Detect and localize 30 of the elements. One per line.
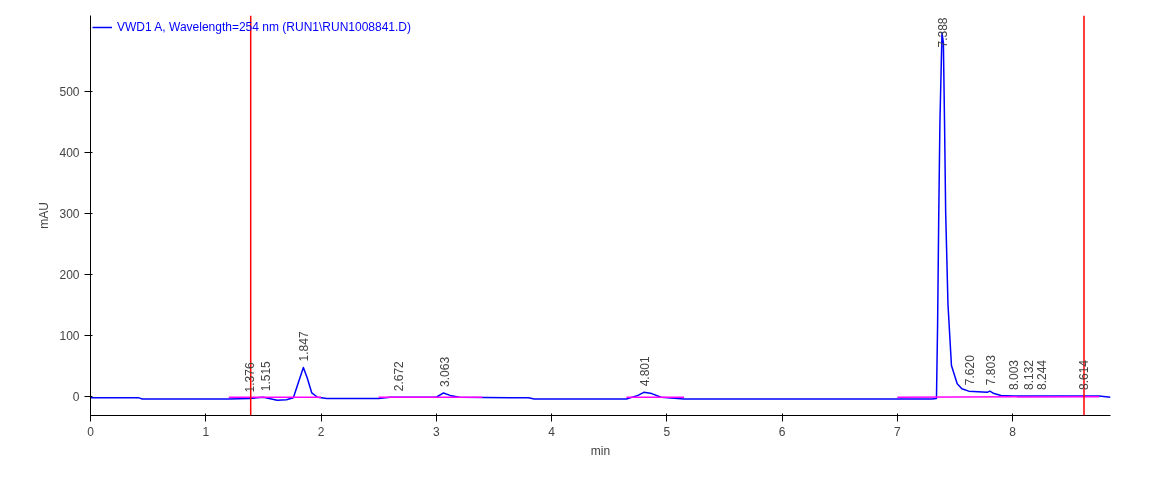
y-axis-title: mAU [37, 202, 52, 229]
x-tick-label: 5 [663, 424, 671, 439]
x-tick-label: 8 [1009, 424, 1017, 439]
y-tick-label: 300 [59, 206, 80, 221]
annotation: 1.376 [243, 362, 258, 393]
y-tick-label: 200 [59, 267, 80, 282]
x-tick-label: 0 [87, 424, 95, 439]
x-tick-label: 4 [548, 424, 556, 439]
x-tick-label: 3 [432, 424, 440, 439]
annotation: 8.132 [1021, 359, 1036, 391]
annotation: 2.672 [392, 360, 407, 392]
x-axis-title: min [590, 443, 611, 458]
annotation: 8.003 [1006, 359, 1021, 391]
annotation: 7.620 [962, 354, 977, 386]
annotation: 1.847 [297, 331, 312, 362]
y-tick-label: 100 [59, 328, 80, 343]
annotation: 7.803 [983, 354, 998, 386]
y-tick-label: 0 [72, 389, 80, 404]
annotation: 8.244 [1034, 359, 1049, 391]
annotation: 8.614 [1077, 359, 1092, 391]
y-tick-label: 400 [59, 145, 80, 160]
annotation: 3.063 [437, 356, 452, 387]
x-tick-label: 1 [202, 424, 210, 439]
annotation: 7.388 [936, 17, 950, 48]
x-tick-label: 6 [778, 424, 786, 439]
annotation: 4.801 [637, 356, 652, 387]
annotation: 1.515 [259, 360, 274, 392]
x-tick-label: 7 [893, 424, 901, 439]
y-tick-label: 500 [59, 85, 80, 100]
x-tick-label: 2 [317, 424, 325, 439]
